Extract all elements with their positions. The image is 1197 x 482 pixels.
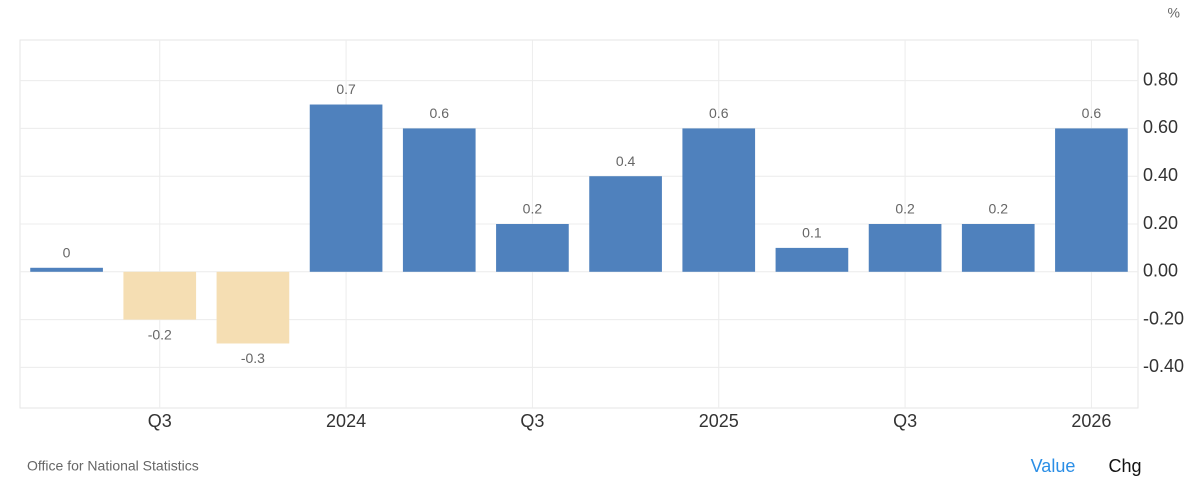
value-label: 0.6 xyxy=(1082,105,1102,121)
source: Office for National Statistics xyxy=(27,458,199,474)
bar xyxy=(1055,128,1128,272)
value-label: 0 xyxy=(63,244,71,260)
bar xyxy=(682,128,756,272)
chg-button[interactable]: Chg xyxy=(1108,456,1141,476)
y-tick-label: 0.60 xyxy=(1143,117,1178,137)
value-label: 0.2 xyxy=(989,201,1009,217)
bar xyxy=(30,267,103,272)
y-tick-label: 0.40 xyxy=(1143,165,1178,185)
bar xyxy=(775,247,849,272)
bar xyxy=(589,176,662,272)
value-label: 0.7 xyxy=(336,81,356,97)
y-tick-label: -0.40 xyxy=(1143,356,1184,376)
y-tick-label: 0.20 xyxy=(1143,213,1178,233)
value-label: 0.6 xyxy=(430,105,450,121)
bar xyxy=(402,128,476,272)
y-tick-label: -0.20 xyxy=(1143,308,1184,328)
x-tick-label: Q3 xyxy=(148,411,172,431)
y-tick-label: 0.00 xyxy=(1143,261,1178,281)
value-label: -0.3 xyxy=(241,350,265,366)
x-tick-label: 2024 xyxy=(326,411,366,431)
value-label: 0.1 xyxy=(802,225,822,241)
y-tick-label: 0.80 xyxy=(1143,69,1178,89)
unit-label: % xyxy=(1168,5,1180,21)
bar xyxy=(123,271,197,320)
bar xyxy=(496,224,569,272)
value-button[interactable]: Value xyxy=(1031,456,1076,476)
x-tick-label: Q3 xyxy=(520,411,544,431)
value-label: -0.2 xyxy=(148,326,172,342)
value-label: 0.2 xyxy=(895,201,915,217)
value-label: 0.6 xyxy=(709,105,729,121)
bar xyxy=(216,271,290,344)
bar xyxy=(309,104,383,272)
bar xyxy=(961,224,1035,272)
x-tick-label: Q3 xyxy=(893,411,917,431)
value-label: 0.4 xyxy=(616,153,636,169)
bar xyxy=(868,224,942,272)
x-tick-label: 2026 xyxy=(1071,411,1111,431)
value-label: 0.2 xyxy=(523,201,543,217)
x-tick-label: 2025 xyxy=(699,411,739,431)
